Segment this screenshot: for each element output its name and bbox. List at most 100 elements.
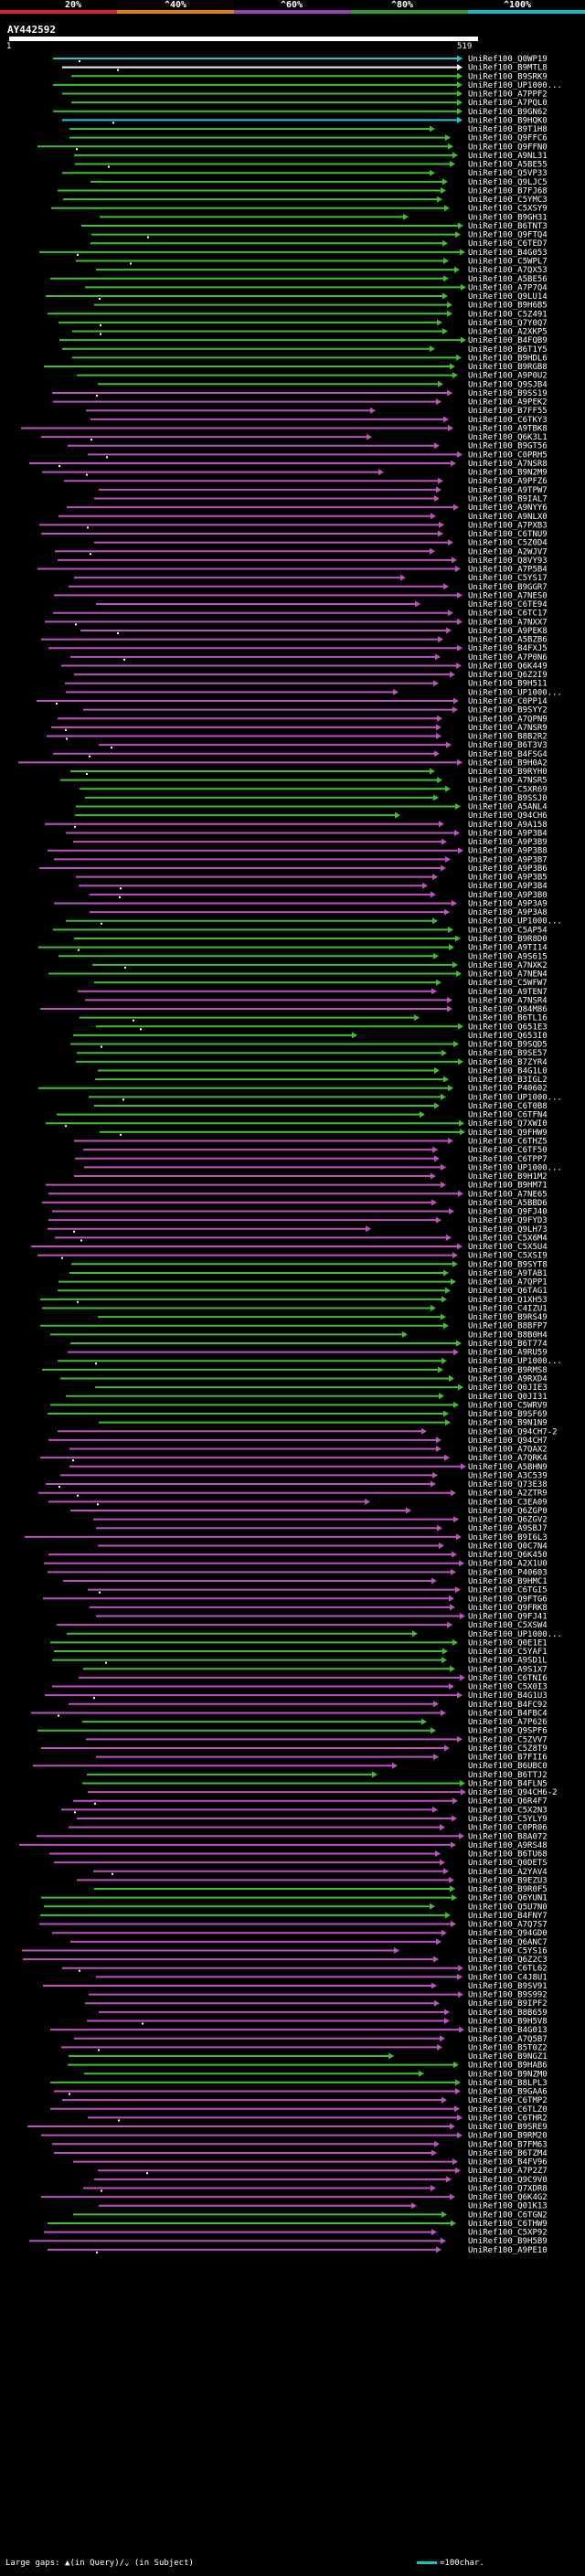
hit-label[interactable]: UniRef100_B5T0Z2 <box>468 2043 548 2052</box>
hit-label[interactable]: UniRef100_C5XSI9 <box>468 1252 548 1261</box>
hit-label[interactable]: UniRef100_A7P7Q4 <box>468 283 548 292</box>
hit-label[interactable]: UniRef100_Q94CH6-2 <box>468 1788 558 1797</box>
hit-label[interactable]: UniRef100_A5BHN9 <box>468 1463 548 1472</box>
hit-label[interactable]: UniRef100_C6THR2 <box>468 2114 548 2123</box>
hit-label[interactable]: UniRef100_Q9C9V0 <box>468 2176 548 2185</box>
hit-label[interactable]: UniRef100_A9SBJ7 <box>468 1524 548 1533</box>
hit-label[interactable]: UniRef100_A7NSR4 <box>468 996 548 1005</box>
hit-label[interactable]: UniRef100_C5XSY9 <box>468 205 548 214</box>
hit-label[interactable]: UniRef100_B6TZM4 <box>468 2149 548 2158</box>
hit-label[interactable]: UniRef100_A9TI14 <box>468 944 548 953</box>
hit-label[interactable]: UniRef100_Q5U7N0 <box>468 1903 548 1912</box>
hit-label[interactable]: UniRef100_C6TNI6 <box>468 1674 548 1683</box>
hit-label[interactable]: UniRef100_A7PPF2 <box>468 90 548 100</box>
hit-label[interactable]: UniRef100_B4FV96 <box>468 2158 548 2168</box>
hit-label[interactable]: UniRef100_A9P0U2 <box>468 372 548 381</box>
hit-label[interactable]: UniRef100_B9SV91 <box>468 1982 548 1991</box>
hit-label[interactable]: UniRef100_A2ZTR9 <box>468 1489 548 1499</box>
hit-label[interactable]: UniRef100_B4G053 <box>468 249 548 258</box>
hit-label[interactable]: UniRef100_A9P3B5 <box>468 874 548 883</box>
hit-label[interactable]: UniRef100_C5AP54 <box>468 926 548 935</box>
hit-label[interactable]: UniRef100_Q0WP19 <box>468 55 548 64</box>
hit-label[interactable]: UniRef100_Q6R4F7 <box>468 1797 548 1807</box>
hit-label[interactable]: UniRef100_A9PEK8 <box>468 627 548 636</box>
hit-label[interactable]: UniRef100_P40602 <box>468 1085 548 1094</box>
hit-label[interactable]: UniRef100_C6TGI5 <box>468 1586 548 1595</box>
hit-label[interactable]: UniRef100_B9HAB6 <box>468 2062 548 2071</box>
hit-label[interactable]: UniRef100_A9TEN7 <box>468 988 548 997</box>
hit-label[interactable]: UniRef100_A5BE55 <box>468 161 548 170</box>
hit-label[interactable]: UniRef100_C5ZVV7 <box>468 1735 548 1744</box>
hit-label[interactable]: UniRef100_A9TPW7 <box>468 486 548 495</box>
hit-label[interactable]: UniRef100_C6TPP7 <box>468 1155 548 1164</box>
hit-label[interactable]: UniRef100_C5X0I3 <box>468 1683 548 1692</box>
hit-label[interactable]: UniRef100_B9H6B5 <box>468 302 548 311</box>
hit-label[interactable]: UniRef100_A9PEK2 <box>468 398 548 408</box>
hit-label[interactable]: UniRef100_C0PP14 <box>468 697 548 706</box>
hit-label[interactable]: UniRef100_B9H5V8 <box>468 2017 548 2026</box>
hit-label[interactable]: UniRef100_UP1000... <box>468 1630 562 1639</box>
hit-label[interactable]: UniRef100_C5X5U4 <box>468 1243 548 1252</box>
hit-label[interactable]: UniRef100_B9MTL8 <box>468 64 548 73</box>
hit-label[interactable]: UniRef100_Q9FTG6 <box>468 1595 548 1604</box>
hit-label[interactable]: UniRef100_A9P3B4 <box>468 882 548 891</box>
hit-label[interactable]: UniRef100_C5YAF1 <box>468 1648 548 1657</box>
hit-label[interactable]: UniRef100_B9H5B9 <box>468 2237 548 2246</box>
hit-label[interactable]: UniRef100_B6T774 <box>468 1340 548 1349</box>
hit-label[interactable]: UniRef100_C4J8U1 <box>468 1973 548 1982</box>
hit-label[interactable]: UniRef100_Q5VP33 <box>468 169 548 178</box>
hit-label[interactable]: UniRef100_Q6K3L1 <box>468 433 548 442</box>
hit-label[interactable]: UniRef100_C5YLY9 <box>468 1815 548 1824</box>
hit-label[interactable]: UniRef100_C5WFW7 <box>468 979 548 988</box>
hit-label[interactable]: UniRef100_Q6TAG1 <box>468 1287 548 1296</box>
hit-label[interactable]: UniRef100_Q9LU14 <box>468 292 548 302</box>
hit-label[interactable]: UniRef100_A7NSR8 <box>468 460 548 469</box>
hit-label[interactable]: UniRef100_A7QPN9 <box>468 715 548 724</box>
hit-label[interactable]: UniRef100_C5Z0D4 <box>468 539 548 548</box>
hit-label[interactable]: UniRef100_C5XSW4 <box>468 1621 548 1630</box>
hit-label[interactable]: UniRef100_B7FII6 <box>468 1754 548 1763</box>
hit-label[interactable]: UniRef100_B9IPF2 <box>468 1999 548 2009</box>
hit-label[interactable]: UniRef100_Q6Z2I9 <box>468 671 548 680</box>
hit-label[interactable]: UniRef100_Q9FJ40 <box>468 1208 548 1217</box>
hit-label[interactable]: UniRef100_Q9FJ41 <box>468 1613 548 1622</box>
hit-label[interactable]: UniRef100_B7FF55 <box>468 407 548 416</box>
hit-label[interactable]: UniRef100_A7P2Z7 <box>468 2167 548 2176</box>
hit-label[interactable]: UniRef100_A9P3A8 <box>468 908 548 917</box>
hit-label[interactable]: UniRef100_Q73E38 <box>468 1480 548 1489</box>
hit-label[interactable]: UniRef100_A7PQL0 <box>468 99 548 108</box>
hit-label[interactable]: UniRef100_A7P5B4 <box>468 566 548 575</box>
hit-label[interactable]: UniRef100_B4G1L0 <box>468 1066 548 1076</box>
hit-label[interactable]: UniRef100_B8BFP7 <box>468 1322 548 1331</box>
hit-label[interactable]: UniRef100_A9P3A9 <box>468 899 548 908</box>
hit-label[interactable]: UniRef100_B9IAL7 <box>468 495 548 504</box>
hit-label[interactable]: UniRef100_Q9SJB4 <box>468 380 548 389</box>
hit-label[interactable]: UniRef100_A9PFZ6 <box>468 477 548 486</box>
hit-label[interactable]: UniRef100_C5WRV9 <box>468 1401 548 1410</box>
hit-label[interactable]: UniRef100_A9S1X7 <box>468 1665 548 1674</box>
hit-label[interactable]: UniRef100_B7FJ68 <box>468 186 548 196</box>
hit-label[interactable]: UniRef100_UP1000... <box>468 917 562 927</box>
hit-label[interactable]: UniRef100_A7NE65 <box>468 1190 548 1199</box>
hit-label[interactable]: UniRef100_B9GH31 <box>468 213 548 222</box>
hit-label[interactable]: UniRef100_C6TLZ0 <box>468 2105 548 2115</box>
hit-label[interactable]: UniRef100_B9R8D0 <box>468 935 548 944</box>
hit-label[interactable]: UniRef100_B9N1N9 <box>468 1419 548 1428</box>
hit-label[interactable]: UniRef100_B7FM63 <box>468 2140 548 2149</box>
hit-label[interactable]: UniRef100_Q9LH73 <box>468 1225 548 1235</box>
hit-label[interactable]: UniRef100_B9RM20 <box>468 2132 548 2141</box>
hit-label[interactable]: UniRef100_A5BZB6 <box>468 636 548 645</box>
hit-label[interactable]: UniRef100_A9A158 <box>468 821 548 830</box>
hit-label[interactable]: UniRef100_B9GN62 <box>468 108 548 117</box>
hit-label[interactable]: UniRef100_B9NGZ1 <box>468 2052 548 2062</box>
hit-label[interactable]: UniRef100_B9SQD5 <box>468 1041 548 1050</box>
hit-label[interactable]: UniRef100_B9RMS8 <box>468 1366 548 1375</box>
hit-label[interactable]: UniRef100_A7NEN4 <box>468 970 548 980</box>
hit-label[interactable]: UniRef100_A7NSR9 <box>468 724 548 733</box>
hit-label[interactable]: UniRef100_A2YAV4 <box>468 1868 548 1877</box>
hit-label[interactable]: UniRef100_A7Q5B7 <box>468 2035 548 2044</box>
hit-label[interactable]: UniRef100_A7NXK2 <box>468 961 548 970</box>
hit-label[interactable]: UniRef100_C6TFN4 <box>468 1111 548 1120</box>
hit-label[interactable]: UniRef100_P40603 <box>468 1568 548 1577</box>
hit-label[interactable]: UniRef100_C6TNU9 <box>468 530 548 539</box>
